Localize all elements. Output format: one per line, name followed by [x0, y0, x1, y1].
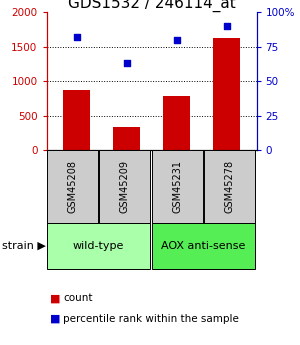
Text: GSM45209: GSM45209 — [120, 160, 130, 213]
Bar — [63, 90, 90, 150]
Bar — [163, 96, 190, 150]
Bar — [113, 127, 140, 150]
Text: percentile rank within the sample: percentile rank within the sample — [63, 314, 239, 324]
Bar — [213, 38, 240, 150]
Point — [174, 37, 179, 42]
Point — [224, 23, 229, 29]
Text: GSM45208: GSM45208 — [67, 160, 77, 213]
Text: GSM45231: GSM45231 — [172, 160, 182, 213]
Text: wild-type: wild-type — [73, 241, 124, 251]
Text: count: count — [63, 294, 92, 303]
Text: ■: ■ — [50, 314, 60, 324]
Text: GSM45278: GSM45278 — [225, 160, 235, 213]
Point — [124, 60, 129, 66]
Text: AOX anti-sense: AOX anti-sense — [161, 241, 246, 251]
Text: ■: ■ — [50, 294, 60, 303]
Title: GDS1532 / 246114_at: GDS1532 / 246114_at — [68, 0, 236, 12]
Point — [74, 34, 79, 40]
Text: strain ▶: strain ▶ — [2, 241, 45, 251]
